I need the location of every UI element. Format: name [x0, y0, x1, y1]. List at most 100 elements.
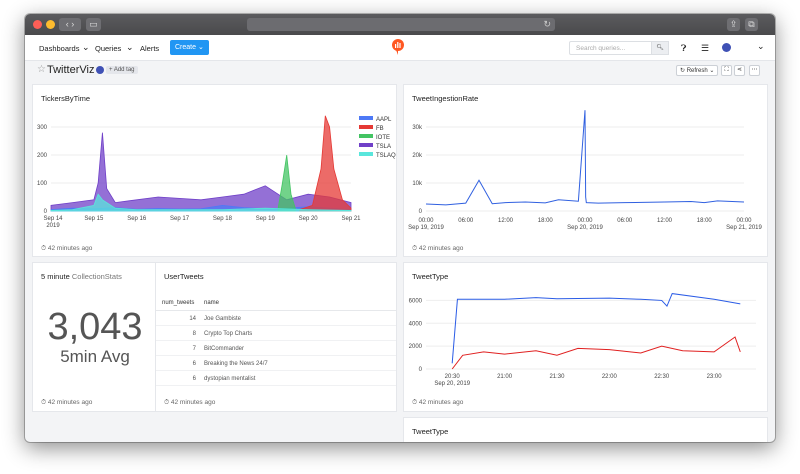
line-series-blue[interactable]	[451, 293, 741, 364]
minimize-window-dot[interactable]	[46, 20, 55, 29]
close-window-dot[interactable]	[33, 20, 42, 29]
nav-alerts[interactable]: Alerts	[140, 44, 160, 53]
favorite-star-icon[interactable]: ☆	[37, 64, 46, 75]
x-tick-label: 21:00	[497, 374, 513, 380]
x-tick-label: 23:00	[707, 374, 723, 380]
panel-title: UserTweets	[164, 272, 204, 281]
chevron-down-icon[interactable]: ⌄	[126, 42, 134, 52]
footer-text: 42 minutes ago	[47, 245, 93, 252]
table-row: 8 Crypto Top Charts	[156, 326, 396, 341]
panel-updated-time: ⏱ 42 minutes ago	[412, 399, 464, 406]
ingestion-chart: 0 10k 20k 30k 00:00 Sep 19, 2019 06:00 12:00 18:…	[408, 110, 763, 231]
legend-swatch	[359, 143, 373, 147]
num-tweets-cell: 7	[192, 346, 196, 352]
user-badge-icon	[96, 66, 104, 74]
ingestion-panel: TweetIngestionRate 0 10k 20k 30k 00:00 Sep 19…	[403, 84, 768, 257]
panel-title: 5 minute CollectionStats	[41, 272, 122, 281]
x-tick-label: 18:00	[538, 218, 554, 224]
tabs-overview-icon[interactable]: ⧉	[745, 18, 758, 31]
x-tick-label: Sep 17	[170, 216, 190, 222]
num-tweets-cell: 6	[192, 376, 196, 382]
line-series-ingestion[interactable]	[425, 110, 745, 206]
x-tick-label: 00:00 Sep 19, 2019	[408, 218, 444, 231]
panel-title: TickersByTime	[41, 94, 91, 103]
line-series-red[interactable]	[451, 336, 741, 370]
x-tick-label: Sep 20	[299, 216, 319, 222]
area-series-tslaq[interactable]	[50, 193, 352, 212]
legend-label[interactable]: IOTE	[376, 135, 390, 141]
footer-text: 42 minutes ago	[47, 399, 93, 406]
search-icon[interactable]: 🔍︎	[651, 41, 669, 55]
reload-icon[interactable]: ↻	[543, 19, 551, 29]
x-tick-label: Sep 14 2019	[43, 216, 63, 229]
chevron-down-icon[interactable]: ⌄	[82, 42, 90, 52]
user-name-cell: BitCommander	[204, 346, 245, 352]
y-tick-label: 30k	[412, 125, 423, 131]
legend-swatch	[359, 116, 373, 120]
user-name-cell: Joe Gambiste	[204, 316, 242, 322]
refresh-label: Refresh	[686, 68, 708, 74]
y-tick-label: 6000	[409, 298, 423, 304]
page-title: TwitterViz	[47, 64, 95, 76]
nav-dashboards[interactable]: Dashboards	[39, 44, 80, 53]
footer-text: 42 minutes ago	[418, 245, 464, 252]
x-tick-label: 06:00	[458, 218, 474, 224]
back-forward-icon[interactable]: ‹ ›	[59, 18, 81, 31]
legend-label[interactable]: TSLA	[376, 144, 391, 150]
chevron-down-icon[interactable]: ⌄	[757, 41, 765, 51]
fullscreen-icon[interactable]: ⛶	[721, 65, 732, 76]
x-tick-label: 06:00	[617, 218, 633, 224]
x-tick-label: Sep 21	[341, 216, 361, 222]
x-tick-label: Sep 16	[127, 216, 147, 222]
sidebar-toggle-icon[interactable]: ▭	[86, 18, 101, 31]
num-tweets-cell: 8	[192, 331, 196, 337]
tweettype-panel-2: TweetType	[403, 417, 768, 442]
avatar[interactable]	[722, 43, 731, 52]
x-tick-label: Sep 18	[213, 216, 233, 222]
search-placeholder: Search queries...	[576, 45, 626, 52]
panel-updated-time: ⏱ 42 minutes ago	[164, 399, 216, 406]
legend-label[interactable]: TSLAQ	[376, 153, 396, 159]
share-icon[interactable]: ⋖	[734, 65, 745, 76]
tweettype-panel: TweetType 0 2000 4000 6000 20:30 Sep 20, 2019…	[403, 262, 768, 412]
y-tick-label: 200	[37, 153, 48, 159]
table-row: 7 BitCommander	[156, 341, 396, 356]
y-tick-label: 10k	[412, 181, 423, 187]
legend-swatch	[359, 152, 373, 156]
tickers-panel: TickersByTime 0 100 200 300 Sep 14 2019 Sep 15…	[32, 84, 397, 257]
address-bar[interactable]: ↻	[247, 18, 555, 31]
panel-subtitle: CollectionStats	[71, 272, 122, 281]
x-tick-label: 21:30	[549, 374, 565, 380]
legend-label[interactable]: AAPL	[376, 117, 392, 123]
y-tick-label: 0	[419, 209, 423, 215]
collection-stats-panel: 5 minute CollectionStats 3,043 5min Avg …	[32, 262, 156, 412]
x-tick-label: 22:30	[654, 374, 670, 380]
y-tick-label: 20k	[412, 153, 423, 159]
title-text: 5 minute	[41, 272, 70, 281]
panel-updated-time: ⏱ 42 minutes ago	[41, 245, 93, 252]
user-name-cell: Crypto Top Charts	[204, 331, 253, 337]
table-row: 14 Joe Gambiste	[156, 311, 396, 326]
column-header[interactable]: num_tweets	[162, 300, 195, 306]
column-header[interactable]: name	[204, 300, 220, 306]
nav-queries[interactable]: Queries	[95, 44, 122, 53]
share-icon[interactable]: ⇪	[727, 18, 740, 31]
settings-sliders-icon[interactable]: ☰	[701, 43, 710, 53]
legend-swatch	[359, 125, 373, 129]
create-button[interactable]: Create ⌄	[170, 40, 209, 55]
y-tick-label: 2000	[409, 344, 423, 350]
table-row: 6 Breaking the News 24/7	[156, 356, 396, 371]
counter-value: 3,043	[47, 306, 143, 348]
legend-label[interactable]: FB	[376, 126, 384, 132]
table-header: num_tweets name	[156, 295, 396, 311]
y-tick-label: 4000	[409, 321, 423, 327]
help-icon[interactable]: ❓︎	[681, 43, 687, 53]
add-tag-button[interactable]: + Add tag	[106, 66, 138, 74]
redash-logo-icon[interactable]	[392, 39, 404, 55]
x-tick-label: 00:00 Sep 20, 2019	[567, 218, 603, 231]
footer-text: 42 minutes ago	[170, 399, 216, 406]
refresh-button[interactable]: ↻ Refresh ⌄	[676, 65, 719, 76]
area-series-fb[interactable]	[299, 115, 352, 212]
y-tick-label: 300	[37, 125, 48, 131]
more-options-icon[interactable]: ⋯	[749, 65, 760, 76]
